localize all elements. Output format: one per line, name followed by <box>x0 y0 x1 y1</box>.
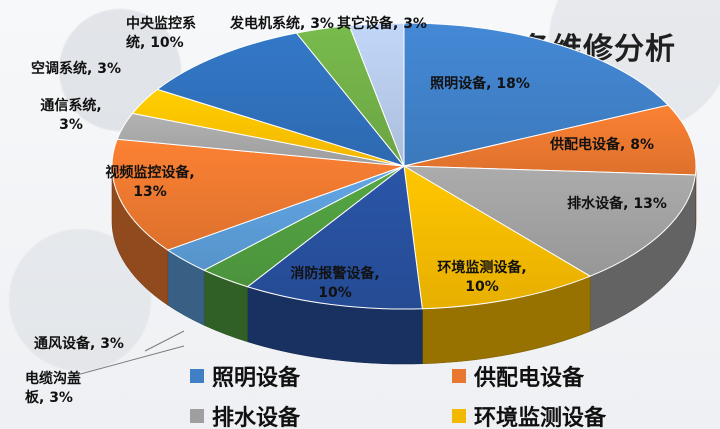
pie-slice-8 <box>111 138 405 251</box>
slice-label-9: 通信系统, 3% <box>40 97 101 133</box>
legend-item-3: 排水设备 <box>190 400 300 429</box>
slice-label-7: 通风设备, 3% <box>34 335 124 352</box>
slice-label-10: 空调系统, 3% <box>31 60 121 77</box>
slice-label-4: 环境监测设备, 10% <box>437 259 526 295</box>
slice-label-12: 发电机系统, 3% <box>229 15 334 32</box>
legend-label-3: 排水设备 <box>212 406 301 429</box>
leader-line-2 <box>144 330 185 352</box>
slice-label-13: 其它设备, 3% <box>337 15 427 32</box>
legend-swatch-2 <box>452 369 466 383</box>
slice-label-11: 中央监控系统, 10% <box>126 15 196 51</box>
pie-slice-13 <box>348 22 405 167</box>
pie-slice-11 <box>156 32 406 167</box>
legend-item-1: 照明设备 <box>190 360 300 392</box>
legend-item-4: 环境监测设备 <box>452 400 606 429</box>
slice-label-3: 排水设备, 13% <box>567 195 667 212</box>
legend-swatch-1 <box>190 369 204 383</box>
pie-slice-4 <box>403 165 592 310</box>
legend-swatch-3 <box>190 409 204 423</box>
slice-label-2: 供配电设备, 8% <box>549 136 654 153</box>
legend-label-2: 供配电设备 <box>474 366 585 391</box>
slice-label-1: 照明设备, 18% <box>430 75 530 92</box>
pie-slice-3 <box>403 165 696 277</box>
slice-label-5: 消防报警设备, 10% <box>290 265 379 301</box>
pie-slice-1 <box>403 22 670 167</box>
leader-line-1 <box>72 345 185 377</box>
pie-slice-2 <box>403 104 697 176</box>
legend-item-2: 供配电设备 <box>452 360 584 392</box>
legend-label-4: 环境监测设备 <box>474 406 607 429</box>
pie-slice-5 <box>246 165 423 310</box>
legend-label-1: 照明设备 <box>212 366 301 391</box>
slice-label-6: 电缆沟盖板, 3% <box>25 370 81 406</box>
legend-swatch-4 <box>452 409 466 423</box>
slice-label-8: 视频监控设备, 13% <box>105 164 194 200</box>
